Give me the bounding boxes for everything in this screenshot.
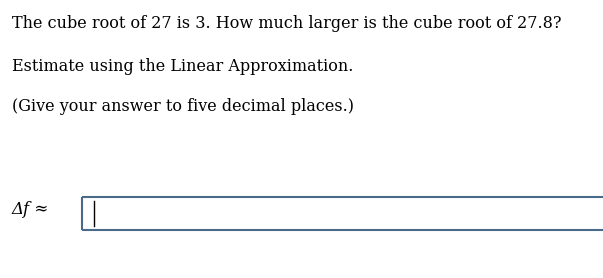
- Text: Δf ≈: Δf ≈: [12, 202, 49, 219]
- Text: (Give your answer to five decimal places.): (Give your answer to five decimal places…: [12, 98, 354, 115]
- Text: Estimate using the Linear Approximation.: Estimate using the Linear Approximation.: [12, 58, 353, 75]
- Text: The cube root of 27 is 3. How much larger is the cube root of 27.8?: The cube root of 27 is 3. How much large…: [12, 15, 561, 32]
